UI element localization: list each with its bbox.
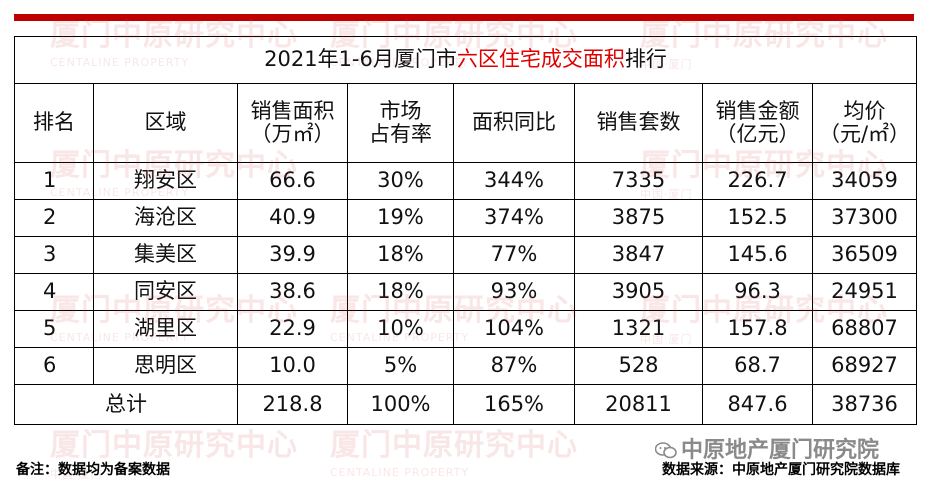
region-cell: 集美区 bbox=[93, 236, 238, 274]
units-cell: 3875 bbox=[574, 199, 703, 237]
rank-cell: 6 bbox=[14, 347, 94, 385]
units-cell: 528 bbox=[574, 347, 703, 385]
area-cell: 10.0 bbox=[237, 347, 348, 385]
brand-overlay: 中原地产厦门研究院 bbox=[655, 432, 879, 464]
share-cell: 10% bbox=[347, 310, 454, 348]
amount-cell: 226.7 bbox=[702, 162, 813, 200]
title-suffix: 排行 bbox=[624, 47, 667, 72]
units-cell: 3905 bbox=[574, 273, 703, 311]
region-cell: 思明区 bbox=[93, 347, 238, 385]
total-price-cell: 38736 bbox=[812, 384, 917, 425]
header-share: 市场 占有率 bbox=[347, 83, 454, 163]
amount-cell: 96.3 bbox=[702, 273, 813, 311]
total-share-cell: 100% bbox=[347, 384, 454, 425]
rank-cell: 2 bbox=[14, 199, 94, 237]
header-yoy: 面积同比 bbox=[453, 83, 575, 163]
header-area-line2: （万㎡） bbox=[250, 122, 335, 146]
header-area: 销售面积 （万㎡） bbox=[237, 83, 348, 163]
share-cell: 5% bbox=[347, 347, 454, 385]
title-highlight: 六区住宅成交面积 bbox=[456, 47, 625, 72]
total-units-cell: 20811 bbox=[574, 384, 703, 425]
share-cell: 18% bbox=[347, 236, 454, 274]
share-cell: 19% bbox=[347, 199, 454, 237]
amount-cell: 68.7 bbox=[702, 347, 813, 385]
area-cell: 40.9 bbox=[237, 199, 348, 237]
footer-note: 备注：数据均为备案数据 bbox=[16, 462, 170, 478]
total-yoy-cell: 165% bbox=[453, 384, 575, 425]
table-row: 4 同安区 38.6 18% 93% 3905 96.3 24951 bbox=[14, 273, 917, 311]
header-amount: 销售金额 （亿元） bbox=[702, 83, 813, 163]
price-cell: 68927 bbox=[812, 347, 917, 385]
yoy-cell: 104% bbox=[453, 310, 575, 348]
area-cell: 22.9 bbox=[237, 310, 348, 348]
price-cell: 36509 bbox=[812, 236, 917, 274]
region-cell: 海沧区 bbox=[93, 199, 238, 237]
price-cell: 68807 bbox=[812, 310, 917, 348]
header-price-line2: （元/㎡） bbox=[818, 122, 911, 146]
total-area-cell: 218.8 bbox=[237, 384, 348, 425]
price-cell: 34059 bbox=[812, 162, 917, 200]
total-row: 总计 218.8 100% 165% 20811 847.6 38736 bbox=[14, 384, 917, 425]
total-amount-cell: 847.6 bbox=[702, 384, 813, 425]
title-prefix: 2021年1-6月厦门市 bbox=[264, 47, 457, 72]
header-rank: 排名 bbox=[14, 83, 94, 163]
header-price: 均价 （元/㎡） bbox=[812, 83, 917, 163]
title-row: 2021年1-6月厦门市六区住宅成交面积排行 bbox=[14, 36, 917, 84]
region-cell: 翔安区 bbox=[93, 162, 238, 200]
footer-source: 数据来源：中原地产厦门研究院数据库 bbox=[662, 462, 900, 478]
header-price-line1: 均价 bbox=[843, 98, 886, 123]
header-share-line1: 市场 bbox=[379, 98, 422, 123]
total-label: 总计 bbox=[14, 384, 238, 425]
rank-cell: 1 bbox=[14, 162, 94, 200]
yoy-cell: 374% bbox=[453, 199, 575, 237]
share-cell: 30% bbox=[347, 162, 454, 200]
table-row: 3 集美区 39.9 18% 77% 3847 145.6 36509 bbox=[14, 236, 917, 274]
top-accent-bar bbox=[14, 14, 914, 21]
table-title: 2021年1-6月厦门市六区住宅成交面积排行 bbox=[14, 36, 917, 84]
table-row: 1 翔安区 66.6 30% 344% 7335 226.7 34059 bbox=[14, 162, 917, 200]
header-area-line1: 销售面积 bbox=[250, 98, 335, 123]
header-share-line2: 占有率 bbox=[369, 122, 432, 146]
amount-cell: 145.6 bbox=[702, 236, 813, 274]
area-cell: 39.9 bbox=[237, 236, 348, 274]
region-cell: 湖里区 bbox=[93, 310, 238, 348]
ranking-table: 2021年1-6月厦门市六区住宅成交面积排行 排名 区域 销售面积 （万㎡） 市场… bbox=[14, 36, 917, 425]
area-cell: 66.6 bbox=[237, 162, 348, 200]
rank-cell: 4 bbox=[14, 273, 94, 311]
wechat-icon bbox=[655, 442, 677, 459]
table-row: 5 湖里区 22.9 10% 104% 1321 157.8 68807 bbox=[14, 310, 917, 348]
price-cell: 24951 bbox=[812, 273, 917, 311]
area-cell: 38.6 bbox=[237, 273, 348, 311]
share-cell: 18% bbox=[347, 273, 454, 311]
rank-cell: 3 bbox=[14, 236, 94, 274]
header-amount-line1: 销售金额 bbox=[715, 98, 800, 123]
header-row: 排名 区域 销售面积 （万㎡） 市场 占有率 面积同比 销售套数 销售金额 （亿元） … bbox=[14, 83, 917, 163]
price-cell: 37300 bbox=[812, 199, 917, 237]
table-row: 2 海沧区 40.9 19% 374% 3875 152.5 37300 bbox=[14, 199, 917, 237]
units-cell: 1321 bbox=[574, 310, 703, 348]
yoy-cell: 87% bbox=[453, 347, 575, 385]
header-region: 区域 bbox=[93, 83, 238, 163]
amount-cell: 157.8 bbox=[702, 310, 813, 348]
units-cell: 3847 bbox=[574, 236, 703, 274]
header-units: 销售套数 bbox=[574, 83, 703, 163]
yoy-cell: 344% bbox=[453, 162, 575, 200]
header-amount-line2: （亿元） bbox=[715, 122, 800, 146]
amount-cell: 152.5 bbox=[702, 199, 813, 237]
yoy-cell: 77% bbox=[453, 236, 575, 274]
units-cell: 7335 bbox=[574, 162, 703, 200]
brand-text: 中原地产厦门研究院 bbox=[681, 438, 880, 463]
region-cell: 同安区 bbox=[93, 273, 238, 311]
watermark-logo: 厦门中原研究中心 CENTALINE PROPERTY bbox=[330, 428, 578, 479]
yoy-cell: 93% bbox=[453, 273, 575, 311]
table-row: 6 思明区 10.0 5% 87% 528 68.7 68927 bbox=[14, 347, 917, 385]
rank-cell: 5 bbox=[14, 310, 94, 348]
